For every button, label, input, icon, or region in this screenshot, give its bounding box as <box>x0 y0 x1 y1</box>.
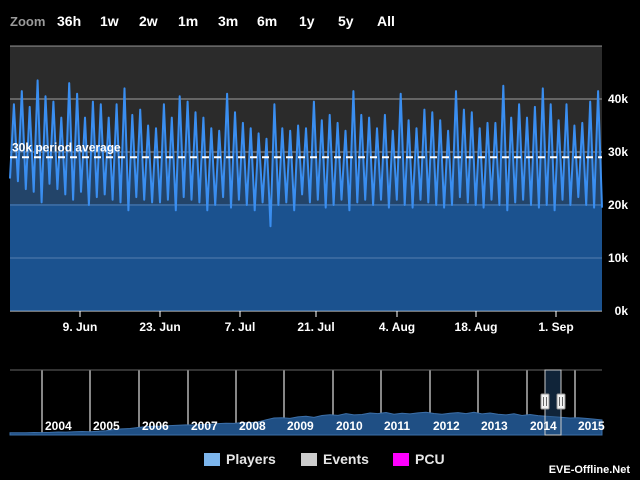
navigator-year-label: 2010 <box>336 419 363 433</box>
y-tick-label: 40k <box>608 92 628 106</box>
legend: Players Events PCU <box>0 451 640 471</box>
navigator-handle-left[interactable] <box>540 393 550 410</box>
navigator-year-label: 2007 <box>191 419 218 433</box>
x-tick-label: 21. Jul <box>297 320 334 334</box>
y-tick-label: 0k <box>615 304 629 318</box>
players-line <box>9 79 603 228</box>
zoom-bar: Zoom 36h 1w 2w 1m 3m 6m 1y 5y All <box>0 0 640 40</box>
legend-swatch-events <box>301 453 317 466</box>
zoom-2w-button[interactable]: 2w <box>139 13 158 29</box>
navigator-year-label: 2013 <box>481 419 508 433</box>
x-tick-label: 18. Aug <box>455 320 498 334</box>
navigator-year-label: 2004 <box>45 419 72 433</box>
zoom-1w-button[interactable]: 1w <box>100 13 119 29</box>
legend-label-events: Events <box>323 451 369 467</box>
x-tick-label: 23. Jun <box>139 320 180 334</box>
zoom-6m-button[interactable]: 6m <box>257 13 278 29</box>
period-average-label: 30k period average <box>12 140 121 154</box>
zoom-1y-button[interactable]: 1y <box>299 13 315 29</box>
x-tick-label: 9. Jun <box>63 320 98 334</box>
navigator-handle-right[interactable] <box>556 393 566 410</box>
navigator-year-label: 2012 <box>433 419 460 433</box>
y-tick-label: 10k <box>608 251 628 265</box>
zoom-36h-button[interactable]: 36h <box>57 13 82 29</box>
legend-swatch-pcu <box>393 453 409 466</box>
navigator-chart: 2004 2005 2006 2007 2008 2009 2010 2011 2012 2013… <box>9 369 605 436</box>
credit-text: EVE-Offline.Net <box>548 464 630 476</box>
navigator-area <box>9 411 603 436</box>
legend-swatch-players <box>204 453 220 466</box>
players-chart: 30k period average 0k 10k 20k 30k 40k 9. Jun… <box>9 45 629 334</box>
legend-label-pcu: PCU <box>415 451 445 467</box>
zoom-label: Zoom <box>10 14 46 29</box>
navigator-year-label: 2008 <box>239 419 266 433</box>
navigator-year-label: 2015 <box>578 419 605 433</box>
legend-label-players: Players <box>226 451 276 467</box>
navigator-year-label: 2011 <box>384 419 410 433</box>
zoom-3m-button[interactable]: 3m <box>218 13 239 29</box>
x-tick-label: 4. Aug <box>379 320 415 334</box>
x-tick-label: 7. Jul <box>225 320 256 334</box>
navigator-year-label: 2006 <box>142 419 169 433</box>
navigator-year-label: 2009 <box>287 419 314 433</box>
zoom-5y-button[interactable]: 5y <box>338 13 354 29</box>
navigator-year-label: 2014 <box>530 419 557 433</box>
y-tick-label: 20k <box>608 198 628 212</box>
zoom-1m-button[interactable]: 1m <box>178 13 199 29</box>
zoom-all-button[interactable]: All <box>377 13 395 29</box>
y-tick-label: 30k <box>608 145 628 159</box>
navigator-year-label: 2005 <box>93 419 120 433</box>
players-area <box>10 80 602 312</box>
x-tick-label: 1. Sep <box>538 320 573 334</box>
